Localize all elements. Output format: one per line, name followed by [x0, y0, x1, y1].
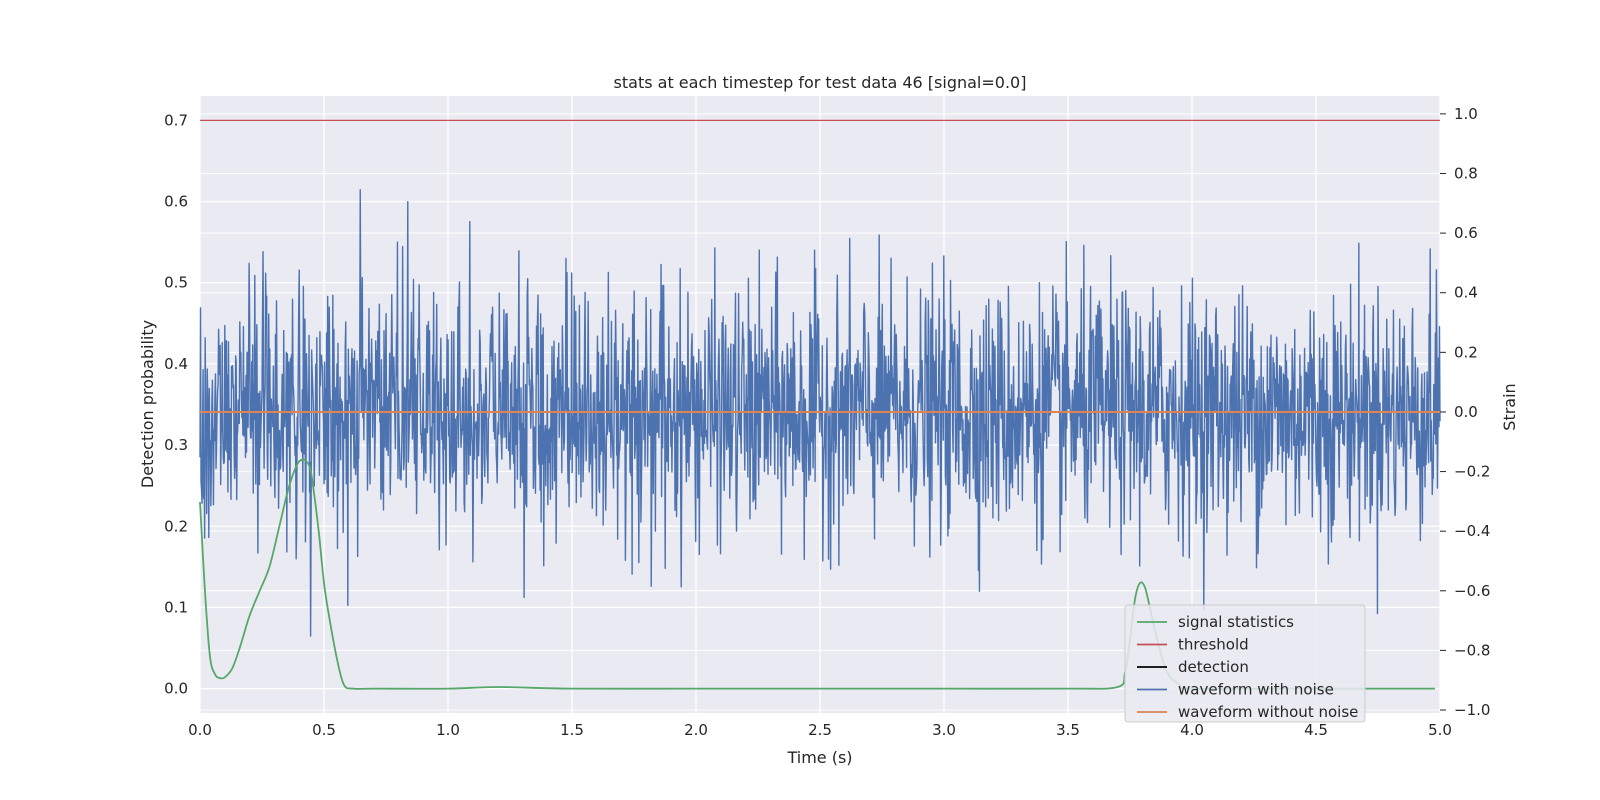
x-tick-label: 3.0: [932, 721, 956, 739]
series-signal-statistics: [199, 458, 1436, 690]
legend-label: waveform without noise: [1178, 703, 1358, 721]
right-tick-label: −1.0: [1454, 701, 1490, 719]
x-tick-label: 2.5: [808, 721, 832, 739]
left-tick-label: 0.1: [164, 598, 188, 616]
right-tick-label: 0.0: [1454, 403, 1478, 421]
legend-label: signal statistics: [1178, 613, 1294, 631]
x-tick-label: 0.5: [312, 721, 336, 739]
right-tick-label: 0.4: [1454, 284, 1478, 302]
x-tick-label: 5.0: [1428, 721, 1452, 739]
legend-box: [1124, 604, 1366, 723]
left-tick-label: 0.4: [164, 355, 188, 373]
y-axis-right-label: Strain: [1500, 383, 1519, 430]
left-tick-label: 0.6: [164, 193, 188, 211]
left-tick-label: 0.3: [164, 436, 188, 454]
left-tick-label: 0.2: [164, 517, 188, 535]
x-tick-label: 1.0: [436, 721, 460, 739]
x-tick-label: 4.5: [1304, 721, 1328, 739]
left-tick-label: 0.7: [164, 111, 188, 129]
right-tick-label: −0.6: [1454, 582, 1490, 600]
y-axis-left-label: Detection probability: [138, 320, 157, 488]
right-tick-label: −0.2: [1454, 463, 1490, 481]
right-tick-label: 1.0: [1454, 105, 1478, 123]
legend-label: waveform with noise: [1178, 681, 1334, 699]
right-tick-label: 0.2: [1454, 343, 1478, 361]
series-waveform-with-noise: [199, 189, 1441, 637]
legend: signal statistics threshold detection wavef…: [1124, 604, 1366, 723]
x-tick-label: 3.5: [1056, 721, 1080, 739]
legend-label: threshold: [1178, 636, 1249, 654]
right-tick-label: −0.4: [1454, 522, 1490, 540]
right-tick-label: 0.8: [1454, 164, 1478, 182]
legend-label: detection: [1178, 658, 1249, 676]
x-tick-label: 2.0: [684, 721, 708, 739]
right-tick-label: −0.8: [1454, 641, 1490, 659]
x-tick-label: 4.0: [1180, 721, 1204, 739]
x-axis-label: Time (s): [786, 748, 852, 767]
left-ticks: 0.0 0.1 0.2 0.3 0.4 0.5 0.6 0.7: [164, 111, 188, 697]
left-tick-label: 0.0: [164, 680, 188, 698]
left-tick-label: 0.5: [164, 274, 188, 292]
x-ticks: 0.0 0.5 1.0 1.5 2.0 2.5 3.0 3.5 4.0 4.5 5.0: [188, 721, 1452, 739]
series-layer: [199, 119, 1441, 690]
chart-title: stats at each timestep for test data 46 …: [614, 73, 1027, 92]
right-ticks: −1.0 −0.8 −0.6 −0.4 −0.2 0.0 0.2 0.4 0.6 0.8 1.0: [1440, 105, 1490, 719]
right-tick-label: 0.6: [1454, 224, 1478, 242]
x-tick-label: 0.0: [188, 721, 212, 739]
x-tick-label: 1.5: [560, 721, 584, 739]
